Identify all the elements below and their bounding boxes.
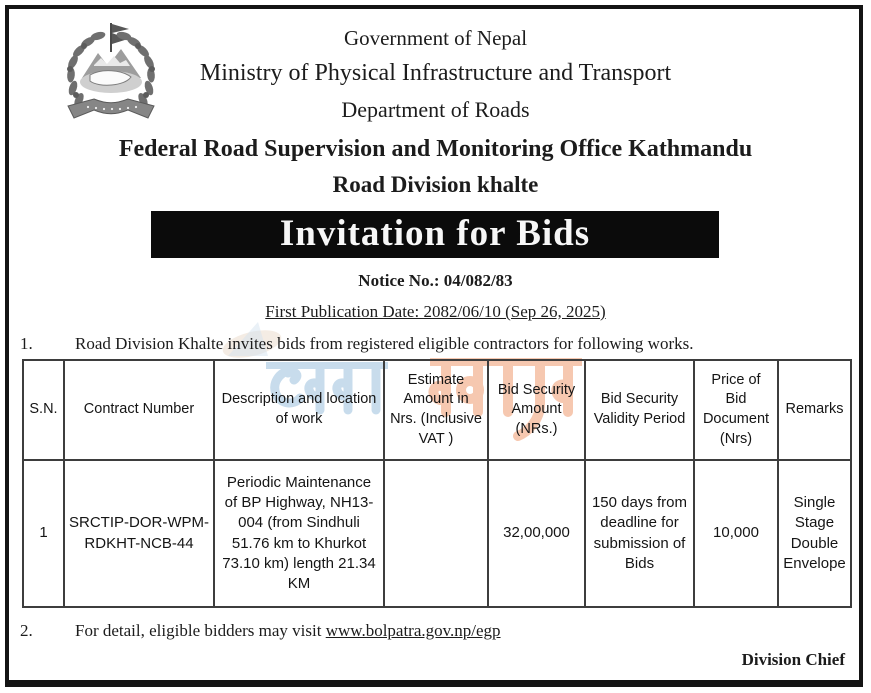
table-header-row: S.N. Contract Number Description and loc… [22,359,852,461]
clause-2-text: For detail, eligible bidders may visit [75,621,326,640]
cell-bid-security-validity: 150 days from deadline for submission of… [584,459,695,608]
col-header-remarks: Remarks [777,359,852,461]
cell-sn: 1 [22,459,65,608]
nepal-emblem-icon [66,23,156,119]
notice-number: Notice No.: 04/082/83 [358,271,513,290]
clause-1: 1. Road Division Khalte invites bids from… [20,334,851,354]
publication-date-text: First Publication Date: 2082/06/10 (Sep … [265,302,606,321]
heading-ministry: Ministry of Physical Infrastructure and … [199,60,672,86]
cell-description: Periodic Maintenance of BP Highway, NH13… [213,459,385,608]
publication-date: First Publication Date: 2082/06/10 (Sep … [0,302,871,322]
cell-remarks: Single Stage Double Envelope [777,459,852,608]
col-header-sn: S.N. [22,359,65,461]
clause-1-number: 1. [20,334,33,353]
clause-2: 2. For detail, eligible bidders may visit… [20,621,851,641]
cell-bid-security-amount: 32,00,000 [487,459,586,608]
clause-1-text: Road Division Khalte invites bids from r… [75,334,694,353]
col-header-bid-security-validity: Bid Security Validity Period [584,359,695,461]
heading-division: Road Division khalte [332,172,539,197]
invitation-banner: Invitation for Bids [151,211,719,258]
bid-table: S.N. Contract Number Description and loc… [22,359,852,608]
heading-department: Department of Roads [341,97,530,122]
heading-office: Federal Road Supervision and Monitoring … [118,136,753,162]
table-row: 1 SRCTIP-DOR-WPM-RDKHT-NCB-44 Periodic M… [22,459,852,608]
signature-division-chief: Division Chief [741,650,845,669]
nepal-government-emblem [54,20,168,128]
col-header-bid-security-amount: Bid Security Amount (NRs.) [487,359,586,461]
cell-estimate-amount [383,459,489,608]
bolpatra-link[interactable]: www.bolpatra.gov.np/egp [325,621,501,640]
heading-government: Government of Nepal [343,26,528,50]
clause-2-number: 2. [20,621,33,640]
col-header-bid-doc-price: Price of Bid Document (Nrs) [693,359,779,461]
col-header-contract-number: Contract Number [63,359,215,461]
col-header-estimate-amount: Estimate Amount in Nrs. (Inclusive VAT ) [383,359,489,461]
col-header-description: Description and location of work [213,359,385,461]
cell-contract-number: SRCTIP-DOR-WPM-RDKHT-NCB-44 [63,459,215,608]
cell-bid-doc-price: 10,000 [693,459,779,608]
